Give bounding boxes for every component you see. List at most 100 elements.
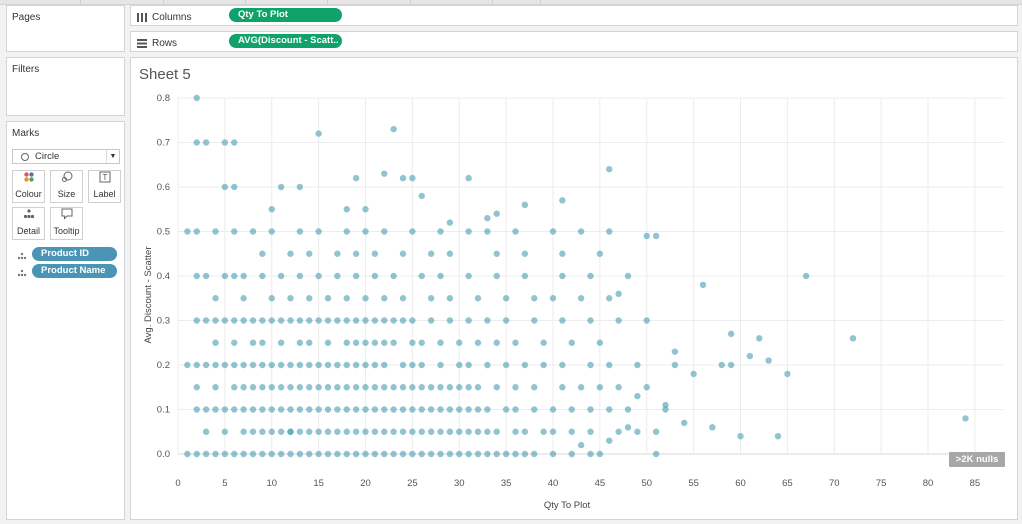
- scatter-point[interactable]: [371, 317, 379, 324]
- scatter-point[interactable]: [296, 361, 304, 369]
- scatter-point[interactable]: [643, 232, 650, 240]
- scatter-point[interactable]: [531, 406, 538, 413]
- scatter-point[interactable]: [587, 406, 594, 413]
- scatter-point[interactable]: [437, 361, 444, 369]
- scatter-point[interactable]: [287, 250, 294, 257]
- scatter-point[interactable]: [409, 384, 416, 391]
- scatter-point[interactable]: [249, 450, 257, 458]
- scatter-point[interactable]: [324, 339, 332, 346]
- scatter-point[interactable]: [334, 450, 341, 458]
- scatter-point[interactable]: [221, 183, 229, 191]
- scatter-point[interactable]: [634, 428, 641, 435]
- scatter-point[interactable]: [652, 450, 660, 458]
- scatter-point[interactable]: [231, 139, 238, 146]
- scatter-point[interactable]: [437, 384, 444, 391]
- scatter-point[interactable]: [240, 406, 247, 413]
- scatter-point[interactable]: [231, 272, 238, 280]
- scatter-point[interactable]: [324, 295, 332, 302]
- scatter-point[interactable]: [577, 441, 585, 449]
- scatter-point[interactable]: [334, 250, 341, 257]
- scatter-point[interactable]: [324, 450, 332, 458]
- scatter-point[interactable]: [587, 428, 594, 435]
- scatter-point[interactable]: [737, 433, 744, 440]
- scatter-point[interactable]: [418, 361, 425, 369]
- scatter-point[interactable]: [315, 130, 322, 137]
- scatter-point[interactable]: [390, 339, 397, 346]
- scatter-point[interactable]: [324, 317, 332, 324]
- scatter-point[interactable]: [549, 406, 557, 413]
- scatter-point[interactable]: [352, 339, 360, 346]
- scatter-point[interactable]: [484, 361, 491, 369]
- scatter-point[interactable]: [212, 361, 219, 369]
- scatter-point[interactable]: [240, 384, 247, 391]
- scatter-point[interactable]: [624, 424, 632, 431]
- scatter-point[interactable]: [390, 428, 397, 435]
- scatter-point[interactable]: [427, 384, 435, 391]
- scatter-point[interactable]: [287, 406, 294, 413]
- scatter-point[interactable]: [381, 428, 388, 435]
- scatter-point[interactable]: [268, 450, 275, 458]
- scatter-point[interactable]: [662, 401, 669, 409]
- scatter-point[interactable]: [315, 272, 322, 280]
- scatter-point[interactable]: [212, 406, 219, 413]
- scatter-point[interactable]: [371, 250, 379, 257]
- scatter-point[interactable]: [512, 339, 519, 346]
- scatter-point[interactable]: [371, 450, 379, 458]
- scatter-point[interactable]: [240, 428, 247, 435]
- scatter-point[interactable]: [343, 361, 350, 369]
- scatter-point[interactable]: [437, 339, 444, 346]
- scatter-point[interactable]: [202, 317, 210, 324]
- scatter-point[interactable]: [409, 361, 416, 369]
- scatter-point[interactable]: [202, 406, 210, 413]
- scatter-point[interactable]: [521, 361, 529, 369]
- scatter-point[interactable]: [352, 406, 360, 413]
- scatter-point[interactable]: [399, 406, 407, 413]
- scatter-point[interactable]: [559, 272, 566, 280]
- scatter-point[interactable]: [465, 428, 472, 435]
- scatter-point[interactable]: [474, 450, 482, 458]
- scatter-point[interactable]: [343, 228, 350, 235]
- scatter-point[interactable]: [249, 361, 257, 369]
- scatter-point[interactable]: [587, 361, 594, 369]
- scatter-point[interactable]: [559, 361, 566, 369]
- filters-card[interactable]: Filters: [6, 57, 125, 116]
- scatter-point[interactable]: [193, 228, 200, 235]
- scatter-point[interactable]: [493, 450, 500, 458]
- scatter-point[interactable]: [324, 428, 332, 435]
- scatter-point[interactable]: [306, 250, 313, 257]
- scatter-point[interactable]: [315, 361, 322, 369]
- scatter-point[interactable]: [259, 361, 266, 369]
- scatter-point[interactable]: [456, 428, 463, 435]
- scatter-point[interactable]: [184, 228, 191, 235]
- scatter-point[interactable]: [193, 384, 200, 391]
- scatter-point[interactable]: [268, 384, 275, 391]
- scatter-point[interactable]: [512, 428, 519, 435]
- scatter-point[interactable]: [521, 250, 529, 257]
- scatter-point[interactable]: [306, 339, 313, 346]
- scatter-point[interactable]: [465, 317, 472, 324]
- scatter-point[interactable]: [277, 450, 285, 458]
- scatter-point[interactable]: [221, 406, 229, 413]
- scatter-point[interactable]: [352, 450, 360, 458]
- scatter-point[interactable]: [446, 250, 454, 257]
- scatter-point[interactable]: [521, 272, 529, 280]
- scatter-point[interactable]: [606, 437, 613, 444]
- scatter-point[interactable]: [343, 450, 350, 458]
- scatter-point[interactable]: [334, 272, 341, 280]
- scatter-point[interactable]: [474, 428, 482, 435]
- scatter-point[interactable]: [681, 419, 688, 427]
- scatter-point[interactable]: [231, 406, 238, 413]
- scatter-point[interactable]: [774, 433, 782, 440]
- scatter-point[interactable]: [662, 406, 669, 413]
- field-pill-product-id[interactable]: Product ID: [32, 247, 117, 261]
- scatter-point[interactable]: [362, 339, 369, 346]
- scatter-point[interactable]: [727, 330, 735, 338]
- scatter-point[interactable]: [399, 317, 407, 324]
- scatter-point[interactable]: [390, 272, 397, 280]
- scatter-point[interactable]: [568, 450, 575, 458]
- label-button[interactable]: T Label: [88, 170, 121, 203]
- scatter-point[interactable]: [306, 384, 313, 391]
- scatter-point[interactable]: [568, 428, 575, 435]
- scatter-point[interactable]: [427, 450, 435, 458]
- scatter-point[interactable]: [221, 317, 229, 324]
